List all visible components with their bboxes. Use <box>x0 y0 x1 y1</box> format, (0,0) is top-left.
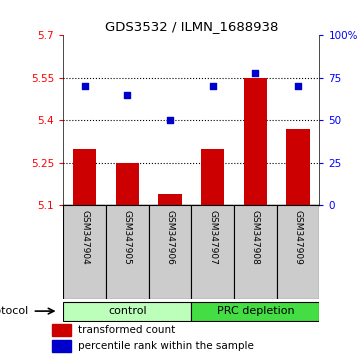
Point <box>253 70 258 76</box>
Text: GSM347904: GSM347904 <box>80 210 89 265</box>
Text: control: control <box>108 306 147 316</box>
Text: protocol: protocol <box>0 306 29 316</box>
Point <box>295 84 301 89</box>
Text: GSM347907: GSM347907 <box>208 210 217 265</box>
Bar <box>106 205 149 299</box>
Bar <box>149 205 191 299</box>
Point <box>82 84 87 89</box>
Text: PRC depletion: PRC depletion <box>217 306 294 316</box>
Bar <box>191 205 234 299</box>
Text: transformed count: transformed count <box>78 325 175 336</box>
Bar <box>63 205 106 299</box>
Text: percentile rank within the sample: percentile rank within the sample <box>78 341 253 351</box>
Bar <box>52 340 71 352</box>
Bar <box>116 163 139 205</box>
Bar <box>234 205 277 299</box>
Bar <box>244 78 267 205</box>
Point <box>167 118 173 123</box>
Bar <box>63 302 191 321</box>
Text: GSM347906: GSM347906 <box>165 210 174 265</box>
Bar <box>286 129 310 205</box>
Point <box>124 92 130 98</box>
Bar <box>158 194 182 205</box>
Title: GDS3532 / ILMN_1688938: GDS3532 / ILMN_1688938 <box>105 20 278 33</box>
Text: GSM347909: GSM347909 <box>293 210 303 265</box>
Bar <box>201 149 225 205</box>
Text: GSM347908: GSM347908 <box>251 210 260 265</box>
Point <box>210 84 216 89</box>
Bar <box>277 205 319 299</box>
Bar <box>52 324 71 336</box>
Bar <box>191 302 319 321</box>
Text: GSM347905: GSM347905 <box>123 210 132 265</box>
Bar <box>73 149 96 205</box>
